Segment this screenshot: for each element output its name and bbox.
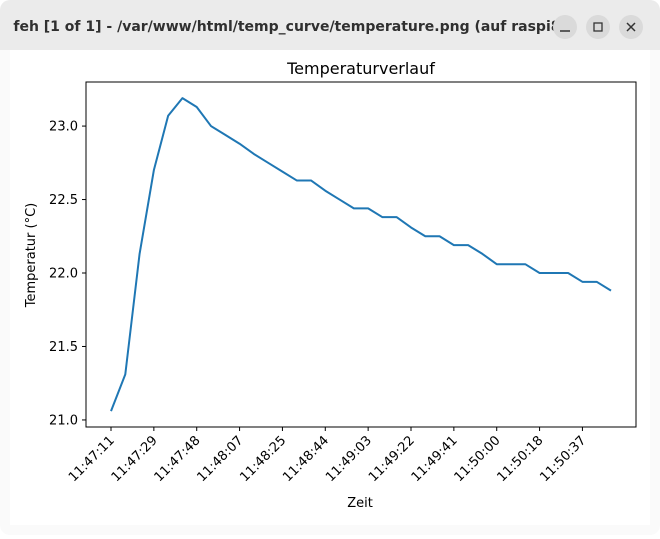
y-tick-label: 21.0	[49, 413, 78, 428]
y-tick-label: 23.0	[49, 120, 78, 135]
line-series	[110, 97, 612, 412]
maximize-button[interactable]	[586, 15, 610, 39]
title-bar-bottom	[0, 40, 660, 50]
y-tick-label: 21.5	[49, 340, 78, 355]
y-tick-label: 22.5	[49, 193, 78, 208]
minimize-button[interactable]	[553, 15, 577, 39]
x-axis-label: Zeit	[347, 496, 373, 511]
plot-frame	[85, 81, 637, 428]
y-axis-label: Temperatur (°C)	[24, 203, 39, 309]
y-tick-label: 22.0	[49, 267, 78, 282]
window-title: feh [1 of 1] - /var/www/html/temp_curve/…	[13, 19, 576, 35]
title-bar	[0, 0, 660, 50]
image-area	[10, 50, 650, 525]
chart-title: Temperaturverlauf	[286, 59, 435, 78]
close-button[interactable]	[619, 15, 643, 39]
